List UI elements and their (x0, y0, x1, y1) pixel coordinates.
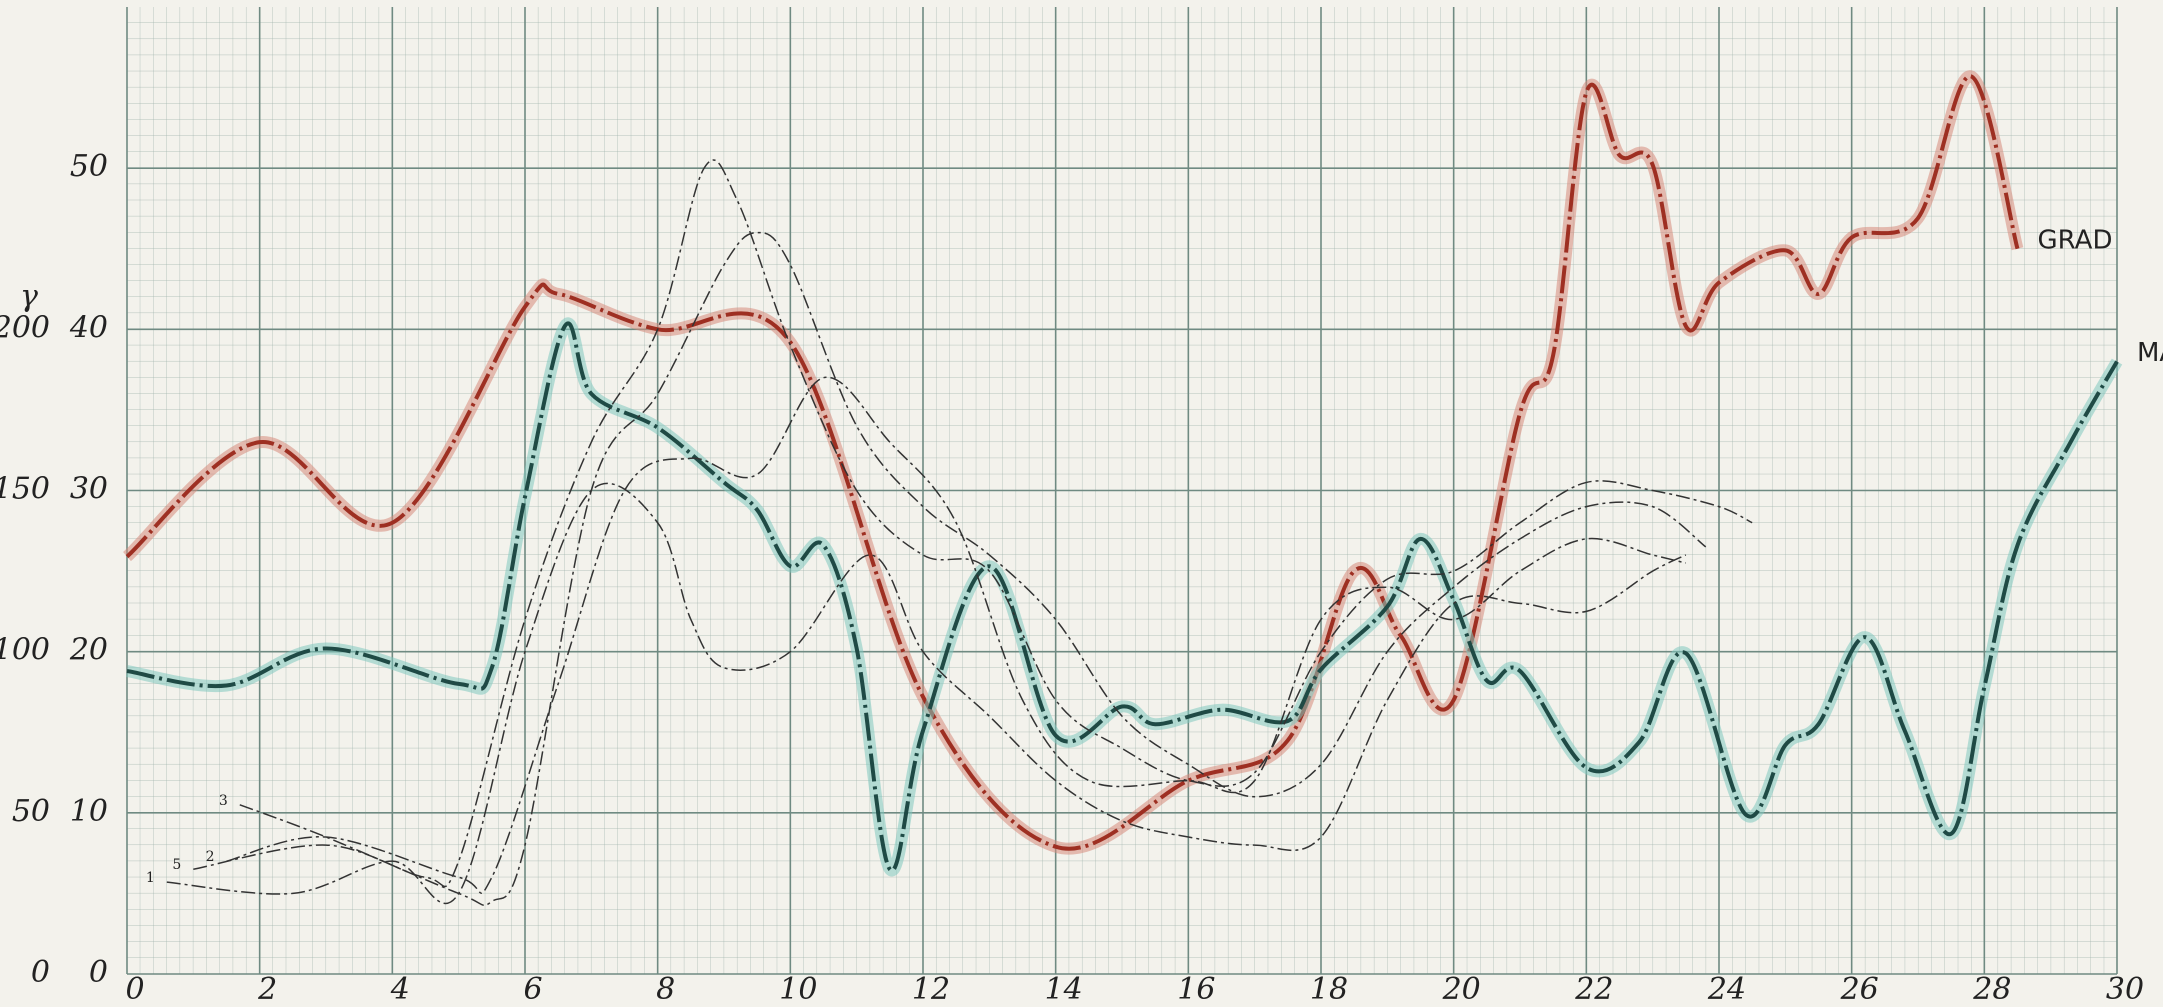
y2-tick-label: 50 (12, 794, 50, 829)
series-label: 3 (219, 793, 228, 809)
y2-tick-label: 0 (31, 955, 50, 990)
y2-tick-label: 100 (0, 633, 50, 668)
x-tick-label: 28 (1972, 972, 2011, 1007)
y-tick-label: 40 (69, 310, 108, 345)
x-tick-label: 6 (523, 972, 542, 1007)
x-tick-label: 22 (1574, 972, 1613, 1007)
series-line (125, 74, 2020, 851)
y2-tick-label: 200 (0, 310, 50, 345)
x-tick-label: 12 (912, 972, 950, 1007)
series-line (126, 321, 2119, 873)
x-tick-label: 24 (1707, 972, 1746, 1007)
series-label: MAG (2137, 338, 2163, 368)
y-tick-label: 50 (70, 149, 108, 184)
y-tick-label: 30 (70, 472, 108, 507)
x-tick-label: 0 (125, 972, 144, 1007)
x-tick-label: 8 (656, 972, 675, 1007)
series-label: 1 (146, 870, 155, 886)
x-tick-label: 20 (1442, 972, 1481, 1007)
y2-axis-label: γ (20, 279, 38, 314)
y-tick-label: 20 (69, 633, 108, 668)
y2-tick-label: 150 (0, 472, 50, 507)
y-tick-label: 10 (70, 794, 108, 829)
x-tick-label: 2 (257, 972, 277, 1007)
x-tick-label: 10 (779, 972, 817, 1007)
series-label: GRAD (2038, 225, 2113, 255)
series-line (226, 376, 1687, 894)
series-line (166, 482, 1687, 904)
series-line (239, 231, 1707, 907)
series-label: 5 (172, 857, 181, 873)
x-tick-label: 16 (1177, 972, 1215, 1007)
x-tick-label: 4 (390, 972, 410, 1007)
series-label: 2 (206, 849, 215, 865)
x-tick-label: 14 (1045, 972, 1083, 1007)
x-tick-label: 18 (1310, 972, 1348, 1007)
y-tick-label: 0 (89, 955, 108, 990)
x-tick-label: 26 (1840, 972, 1879, 1007)
x-tick-label: 30 (2106, 972, 2144, 1007)
